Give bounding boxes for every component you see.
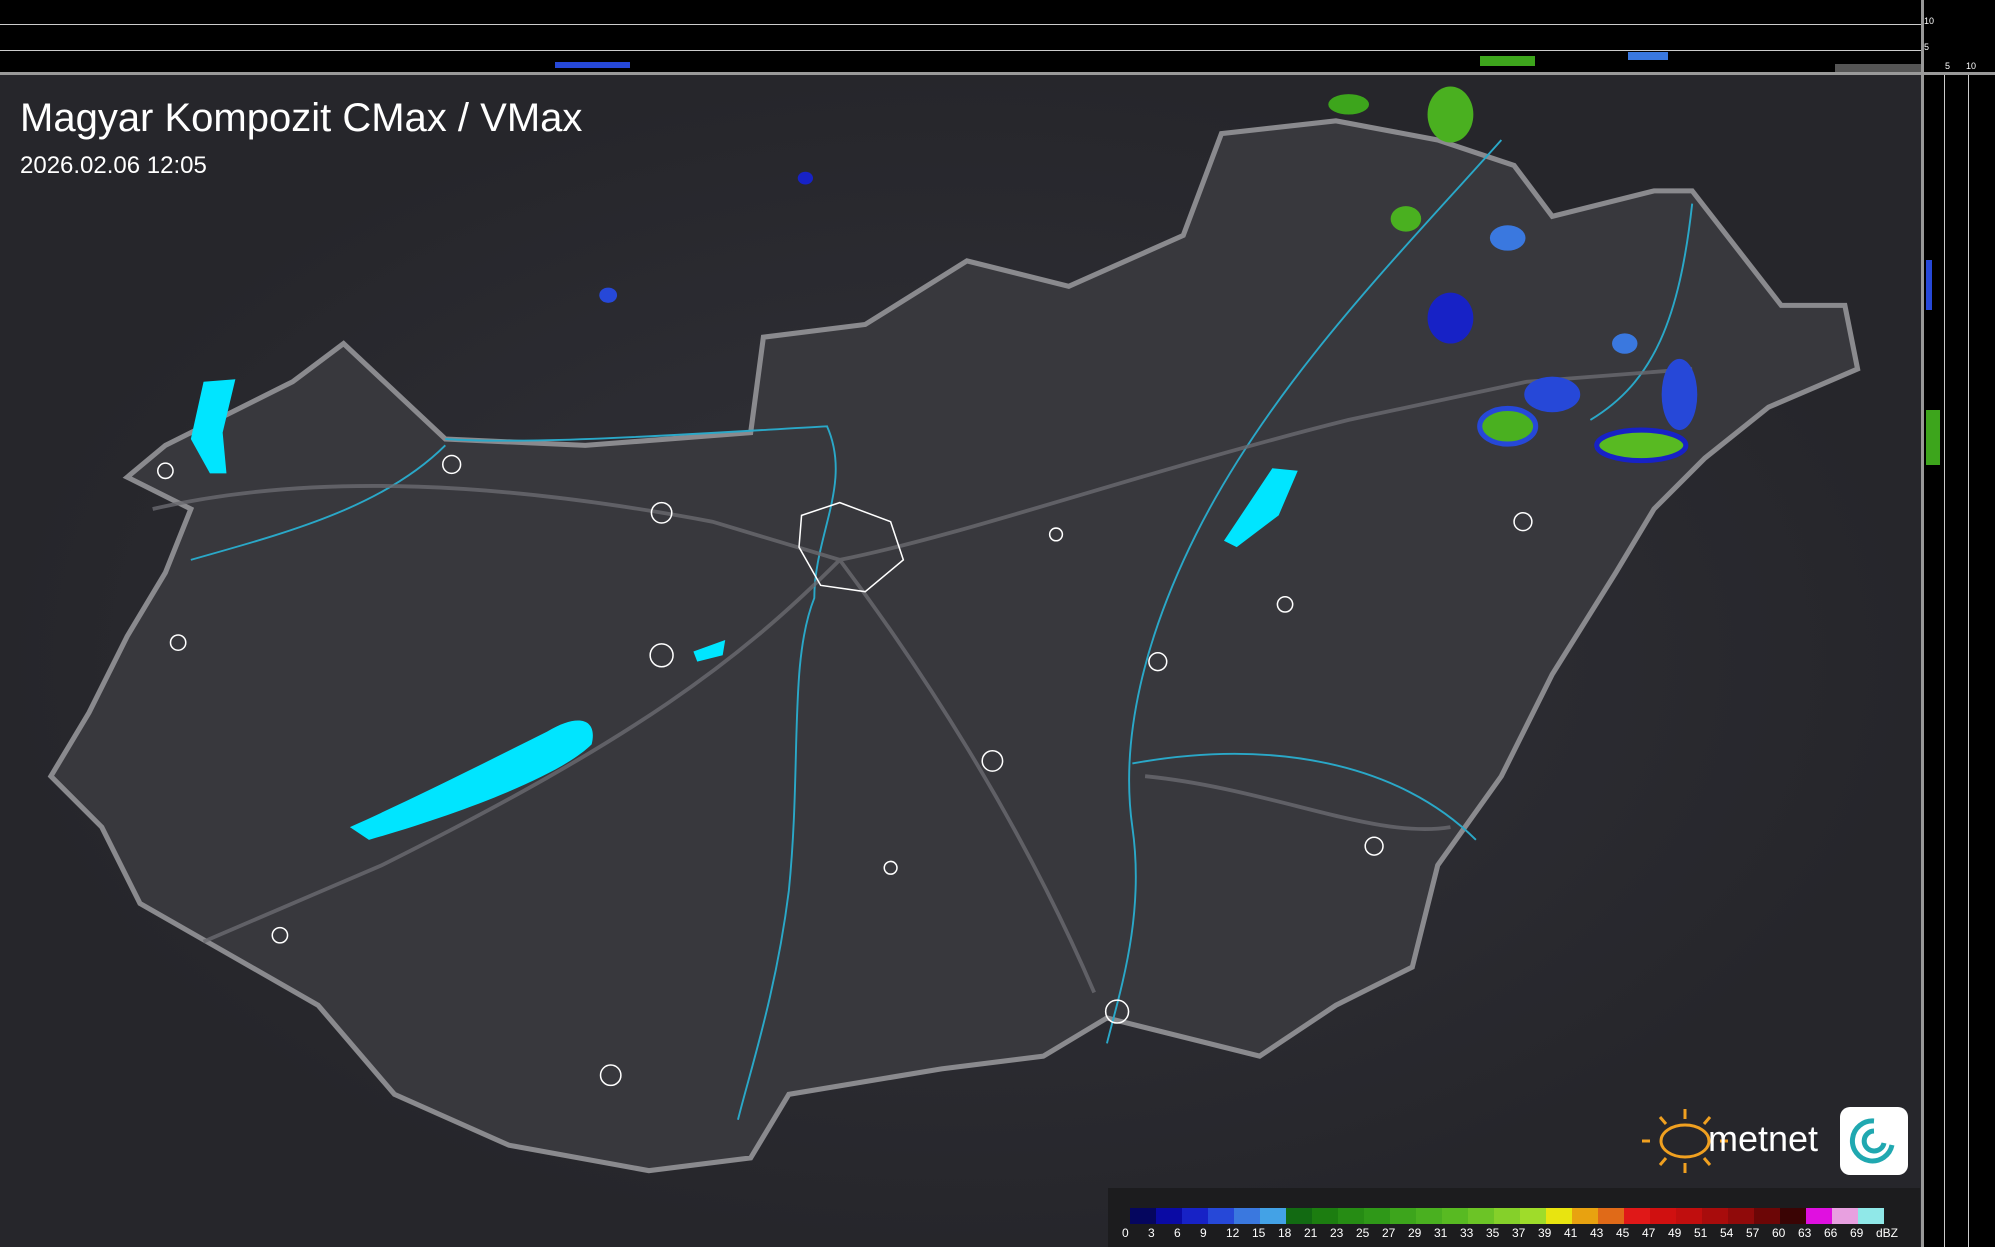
- legend-label: 63: [1798, 1226, 1812, 1240]
- legend-swatch: [1156, 1208, 1182, 1224]
- top-profile-panel: [0, 0, 1921, 75]
- legend-label: 66: [1824, 1226, 1838, 1240]
- lake-tisza: [1223, 468, 1298, 548]
- legend-label: 6: [1174, 1226, 1181, 1240]
- lake-velence: [693, 640, 726, 662]
- legend-label: 35: [1486, 1226, 1500, 1240]
- hungary-country: [47, 118, 1861, 1174]
- rivers: [190, 139, 1694, 1120]
- legend-swatch: [1234, 1208, 1260, 1224]
- legend-swatch: [1364, 1208, 1390, 1224]
- legend-label: 41: [1564, 1226, 1578, 1240]
- legend-swatch: [1208, 1208, 1234, 1224]
- legend-swatch: [1832, 1208, 1858, 1224]
- lake-ferto: [190, 379, 236, 474]
- legend-swatch: [1780, 1208, 1806, 1224]
- legend-label: 60: [1772, 1226, 1786, 1240]
- lakes: [190, 379, 1298, 840]
- legend-label: 21: [1304, 1226, 1318, 1240]
- legend-label: 43: [1590, 1226, 1604, 1240]
- roads: [152, 367, 1693, 994]
- legend-swatch: [1676, 1208, 1702, 1224]
- legend-label: 29: [1408, 1226, 1422, 1240]
- legend-swatch: [1546, 1208, 1572, 1224]
- dbz-color-legend: 0 3 6 9 12 15 18 21 23 25 27 29 31 33 35 37 39 41 43 45 47 49…: [1108, 1188, 1920, 1247]
- legend-label: 33: [1460, 1226, 1474, 1240]
- legend-label: 12: [1226, 1226, 1240, 1240]
- legend-swatch: [1494, 1208, 1520, 1224]
- legend-swatch: [1754, 1208, 1780, 1224]
- legend-unit: dBZ: [1876, 1226, 1899, 1240]
- legend-label: 39: [1538, 1226, 1552, 1240]
- legend-swatch: [1312, 1208, 1338, 1224]
- legend-label: 37: [1512, 1226, 1526, 1240]
- radar-echoes: [599, 86, 1698, 464]
- legend-swatch: [1442, 1208, 1468, 1224]
- legend-swatch: [1520, 1208, 1546, 1224]
- legend-label: 0: [1122, 1226, 1129, 1240]
- legend-label: 47: [1642, 1226, 1656, 1240]
- legend-label: 23: [1330, 1226, 1344, 1240]
- legend-label: 3: [1148, 1226, 1155, 1240]
- legend-label: 27: [1382, 1226, 1396, 1240]
- legend-swatch: [1130, 1208, 1156, 1224]
- side-axis-tick: 10: [1966, 61, 1977, 71]
- legend-label: 69: [1850, 1226, 1864, 1240]
- legend-label: 49: [1668, 1226, 1682, 1240]
- legend-swatch: [1598, 1208, 1624, 1224]
- svg-text:metnet: metnet: [1708, 1118, 1818, 1159]
- side-axis-tick: 5: [1945, 61, 1951, 71]
- top-axis-tick: 5: [1924, 42, 1930, 52]
- metnet-logo: metnet: [1640, 1105, 1910, 1177]
- legend-swatch: [1702, 1208, 1728, 1224]
- legend-swatch: [1286, 1208, 1312, 1224]
- legend-swatch: [1572, 1208, 1598, 1224]
- top-axis-tick: 10: [1924, 16, 1935, 26]
- legend-swatch: [1182, 1208, 1208, 1224]
- legend-label: 31: [1434, 1226, 1448, 1240]
- timestamp: 2026.02.06 12:05: [20, 152, 207, 179]
- legend-swatch: [1390, 1208, 1416, 1224]
- legend-swatch: [1650, 1208, 1676, 1224]
- lake-balaton: [349, 720, 593, 840]
- sun-icon: [1642, 1109, 1728, 1173]
- legend-swatch: [1728, 1208, 1754, 1224]
- legend-swatch: [1260, 1208, 1286, 1224]
- legend-swatch: [1338, 1208, 1364, 1224]
- side-profile-panel: [1921, 0, 1995, 1247]
- legend-label: 18: [1278, 1226, 1292, 1240]
- legend-label: 51: [1694, 1226, 1708, 1240]
- swirl-icon: [1849, 1118, 1895, 1164]
- legend-label: 15: [1252, 1226, 1266, 1240]
- legend-swatch: [1416, 1208, 1442, 1224]
- map-title: Magyar Kompozit CMax / VMax: [20, 96, 583, 140]
- legend-label: 9: [1200, 1226, 1207, 1240]
- legend-swatch: [1806, 1208, 1832, 1224]
- legend-swatch: [1624, 1208, 1650, 1224]
- legend-label: 57: [1746, 1226, 1760, 1240]
- town-outlines: [157, 454, 1533, 1087]
- legend-swatch: [1858, 1208, 1884, 1224]
- legend-label: 25: [1356, 1226, 1370, 1240]
- legend-swatch: [1468, 1208, 1494, 1224]
- legend-label: 54: [1720, 1226, 1734, 1240]
- legend-label: 45: [1616, 1226, 1630, 1240]
